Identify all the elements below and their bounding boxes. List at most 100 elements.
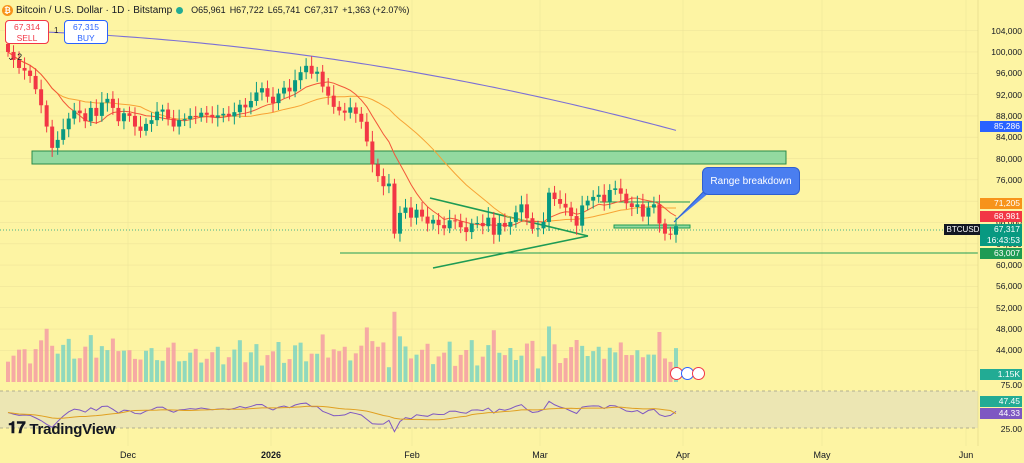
sell-button[interactable]: 67,314 SELL xyxy=(5,20,49,44)
candle-body xyxy=(193,115,198,117)
volume-bar xyxy=(226,357,231,382)
candle-body xyxy=(674,226,678,235)
candle-body xyxy=(436,219,441,226)
event-icon[interactable] xyxy=(692,367,705,380)
candle-body xyxy=(320,71,325,87)
symbol-header[interactable]: ₿ Bitcoin / U.S. Dollar · 1D · Bitstamp … xyxy=(2,3,409,17)
rsi-band xyxy=(0,391,978,428)
candle-body xyxy=(602,194,607,202)
buy-button[interactable]: 67,315 BUY xyxy=(64,20,108,44)
candle-body xyxy=(651,204,656,208)
price-axis-label: 44,000 xyxy=(996,345,1022,356)
countdown-badge: 16:43:53 xyxy=(980,235,1022,246)
volume-bar xyxy=(66,338,71,382)
candlesticks xyxy=(6,39,678,244)
volume-bar xyxy=(618,342,623,382)
volume-bar xyxy=(508,348,513,382)
indicators-toggle[interactable]: ⌄ 2 xyxy=(7,52,22,63)
volume-bar xyxy=(651,354,656,382)
candle-body xyxy=(83,113,88,122)
volume-bar xyxy=(397,336,402,382)
resistance-zone[interactable] xyxy=(31,150,787,165)
chevron-down-icon: ⌄ xyxy=(7,52,15,62)
candle-body xyxy=(425,216,430,224)
volume-bar xyxy=(453,365,458,382)
volume-bar xyxy=(55,353,60,382)
volume-bar xyxy=(83,346,88,382)
volume-bar xyxy=(177,361,182,382)
candle-body xyxy=(524,204,529,219)
candle-body xyxy=(618,188,623,194)
candle-body xyxy=(55,139,60,148)
rsi-ma-badge: 44.33 xyxy=(980,408,1022,419)
candle-body xyxy=(144,123,149,131)
candle-body xyxy=(221,113,226,116)
tradingview-logo[interactable]: 𝟏𝟕 TradingView xyxy=(8,420,115,438)
volume-bar xyxy=(353,353,358,382)
candle-body xyxy=(409,207,414,218)
candle-body xyxy=(254,92,259,101)
support-badge: 63,007 xyxy=(980,248,1022,259)
range-breakdown-callout[interactable]: Range breakdown xyxy=(702,167,800,195)
volume-bar xyxy=(259,365,264,382)
tradingview-icon: 𝟏𝟕 xyxy=(8,420,26,437)
volume-bar xyxy=(33,349,38,382)
volume-bar xyxy=(293,345,298,382)
volume-bar xyxy=(166,347,171,382)
volume-bar xyxy=(569,347,574,382)
time-axis-label: Dec xyxy=(119,450,137,460)
volume-bar xyxy=(558,363,563,382)
candle-body xyxy=(226,113,231,117)
candle-body xyxy=(116,107,121,122)
range-box[interactable] xyxy=(613,224,691,229)
volume-bar xyxy=(497,352,502,382)
candle-body xyxy=(17,59,22,68)
candle-body xyxy=(342,110,347,113)
volume-bar xyxy=(348,360,353,382)
volume-bar xyxy=(524,343,529,382)
rsi-value-badge: 47.45 xyxy=(980,396,1022,407)
volume-bar xyxy=(210,352,215,382)
event-markers[interactable] xyxy=(670,367,705,380)
volume-bar xyxy=(232,349,237,382)
candle-body xyxy=(535,228,540,230)
triangle-lower-line[interactable] xyxy=(432,235,589,269)
ohlc-high: H67,722 xyxy=(229,5,264,15)
candle-body xyxy=(386,183,391,187)
volume-bar xyxy=(254,344,259,382)
candle-body xyxy=(237,104,242,113)
volume-bar xyxy=(276,342,281,382)
candle-body xyxy=(668,233,673,235)
candle-body xyxy=(508,221,513,227)
last-price-badge: 67,317 xyxy=(980,224,1022,235)
volume-bar xyxy=(409,358,414,382)
volume-bar xyxy=(237,340,242,382)
volume-bar xyxy=(535,368,540,382)
candle-body xyxy=(33,75,38,90)
volume-bar xyxy=(94,357,99,382)
volume-bar xyxy=(331,349,336,382)
volume-bar xyxy=(674,348,678,382)
volume-bar xyxy=(635,350,640,382)
symbol-title[interactable]: Bitcoin / U.S. Dollar · 1D · Bitstamp xyxy=(16,4,173,16)
candle-body xyxy=(215,115,220,118)
volume-bar xyxy=(44,328,49,382)
candle-body xyxy=(287,87,292,92)
candle-body xyxy=(22,67,27,71)
volume-bar xyxy=(243,362,248,382)
time-axis-label: Jun xyxy=(958,450,974,460)
ohlc-close: C67,317 xyxy=(304,5,339,15)
candle-body xyxy=(138,126,143,131)
candle-body xyxy=(11,51,16,60)
ohlc-low: L65,741 xyxy=(267,5,301,15)
candle-body xyxy=(580,205,585,226)
candle-body xyxy=(458,221,463,228)
candle-body xyxy=(99,102,104,116)
candle-body xyxy=(574,216,579,226)
candle-body xyxy=(381,176,386,187)
candle-body xyxy=(657,204,662,224)
price-axis-label: 100,000 xyxy=(991,46,1022,57)
ohlc-open: O65,961 xyxy=(191,5,226,15)
candle-body xyxy=(662,223,667,234)
